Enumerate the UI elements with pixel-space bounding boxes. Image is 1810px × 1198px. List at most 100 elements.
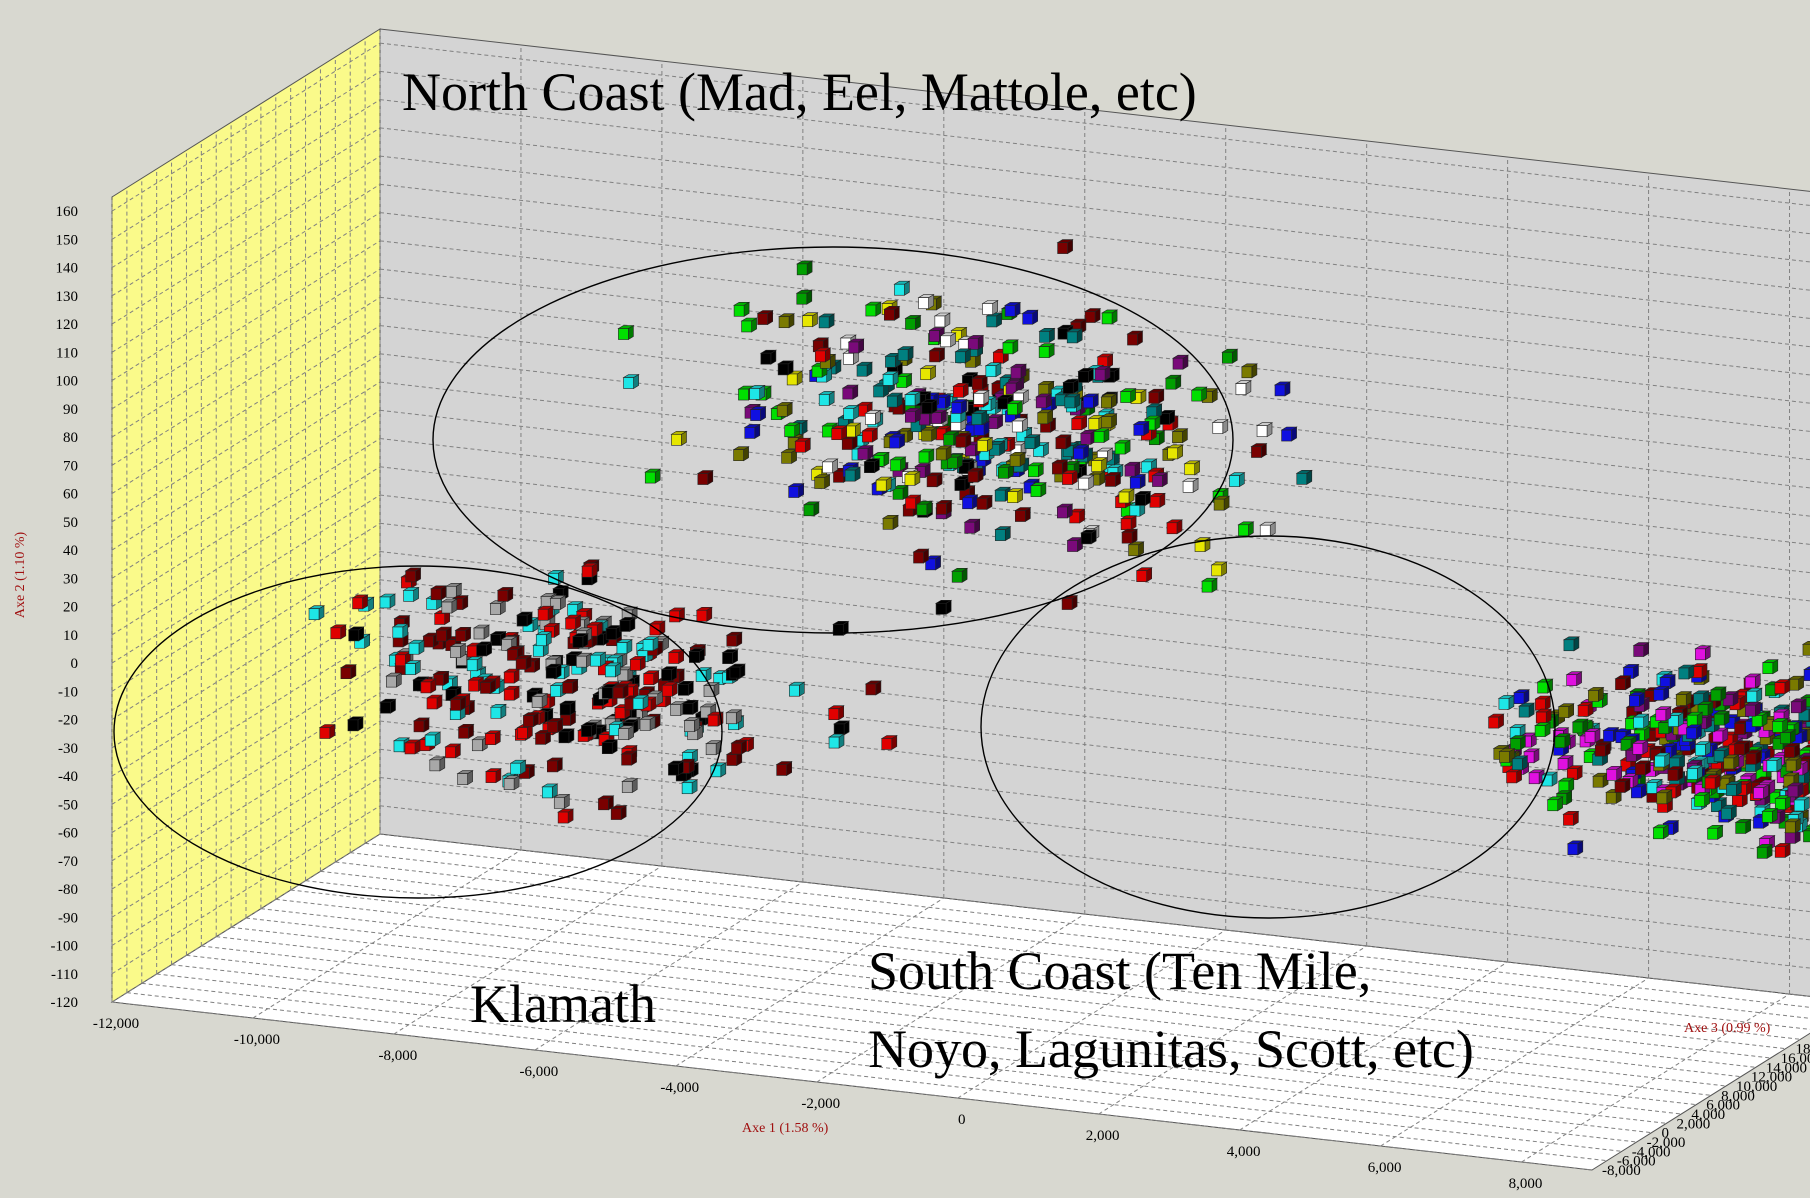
data-point — [972, 411, 987, 425]
annotation-south-coast-line2: Noyo, Lagunitas, Scott, etc) — [868, 1019, 1474, 1079]
data-point — [1102, 310, 1117, 324]
data-point — [936, 500, 951, 514]
data-point — [972, 375, 987, 389]
data-point — [668, 761, 683, 775]
data-point — [1078, 368, 1093, 382]
data-point — [782, 449, 797, 463]
x-tick-label: -8,000 — [379, 1048, 418, 1064]
data-point — [1067, 329, 1082, 343]
data-point — [1079, 475, 1094, 489]
data-point — [1564, 637, 1579, 651]
data-point — [1775, 796, 1790, 810]
data-point — [789, 484, 804, 498]
data-point — [936, 600, 951, 614]
data-point — [504, 686, 519, 700]
z-tick-label: 18,000 — [1796, 1042, 1810, 1058]
data-point — [1593, 773, 1608, 787]
data-point — [955, 477, 970, 491]
data-point — [671, 431, 686, 445]
data-point — [1038, 410, 1053, 424]
data-point — [404, 587, 419, 601]
data-point — [1567, 672, 1582, 686]
data-point — [804, 502, 819, 516]
data-point — [905, 392, 920, 406]
data-point — [1119, 489, 1134, 503]
data-point — [882, 736, 897, 750]
data-point — [862, 428, 877, 442]
data-point — [930, 348, 945, 362]
data-point — [883, 515, 898, 529]
y-tick-label: -120 — [51, 995, 79, 1011]
data-point — [866, 302, 881, 316]
data-point — [1137, 568, 1152, 582]
annotation-north-coast: North Coast (Mad, Eel, Mattole, etc) — [402, 62, 1197, 122]
data-point — [1135, 491, 1150, 505]
data-point — [542, 784, 557, 798]
data-point — [1687, 712, 1702, 726]
data-point — [727, 632, 742, 646]
y-tick-label: -110 — [51, 967, 78, 983]
data-point — [1535, 723, 1550, 737]
y-tick-label: 100 — [56, 374, 79, 390]
data-point — [617, 640, 632, 654]
data-point — [640, 716, 655, 730]
data-point — [1573, 719, 1588, 733]
x-tick-label: 4,000 — [1227, 1144, 1261, 1160]
data-point — [1102, 414, 1117, 428]
data-point — [936, 446, 951, 460]
y-tick-label: -30 — [58, 741, 78, 757]
data-point — [1635, 761, 1650, 775]
data-point — [803, 313, 818, 327]
data-point — [1726, 782, 1741, 796]
data-point — [955, 349, 970, 363]
data-point — [698, 471, 713, 485]
data-point — [451, 696, 466, 710]
data-point — [865, 410, 880, 424]
data-point — [1056, 435, 1071, 449]
data-point — [829, 706, 844, 720]
y-tick-label: -60 — [58, 826, 78, 842]
data-point — [1015, 508, 1030, 522]
data-point — [844, 405, 859, 419]
data-point — [582, 563, 597, 577]
data-point — [1125, 462, 1140, 476]
data-point — [1028, 463, 1043, 477]
data-point — [1094, 429, 1109, 443]
data-point — [1172, 429, 1187, 443]
data-point — [977, 437, 992, 451]
data-point — [670, 608, 685, 622]
data-point — [1260, 522, 1275, 536]
data-point — [598, 796, 613, 810]
data-point — [477, 642, 492, 656]
data-point — [406, 568, 421, 582]
annotation-south-coast-line1: South Coast (Ten Mile, — [868, 941, 1371, 1001]
data-point — [1036, 394, 1051, 408]
data-point — [414, 718, 429, 732]
data-point — [1711, 687, 1726, 701]
data-point — [758, 311, 773, 325]
data-point — [563, 679, 578, 693]
data-point — [706, 741, 721, 755]
data-point — [467, 657, 482, 671]
data-point — [1236, 381, 1251, 395]
data-point — [1072, 416, 1087, 430]
y-tick-label: -20 — [58, 713, 78, 729]
data-point — [554, 794, 569, 808]
data-point — [734, 302, 749, 316]
data-point — [1514, 690, 1529, 704]
data-point — [1129, 542, 1144, 556]
data-point — [745, 424, 760, 438]
data-point — [1788, 783, 1803, 797]
data-point — [1803, 641, 1810, 655]
data-point — [887, 393, 902, 407]
data-point — [1105, 472, 1120, 486]
data-point — [459, 724, 474, 738]
data-point — [1747, 688, 1762, 702]
data-point — [1011, 364, 1026, 378]
data-point — [922, 400, 937, 414]
data-point — [1633, 740, 1648, 754]
data-point — [1222, 349, 1237, 363]
data-point — [1122, 529, 1137, 543]
data-point — [935, 313, 950, 327]
data-point — [684, 718, 699, 732]
